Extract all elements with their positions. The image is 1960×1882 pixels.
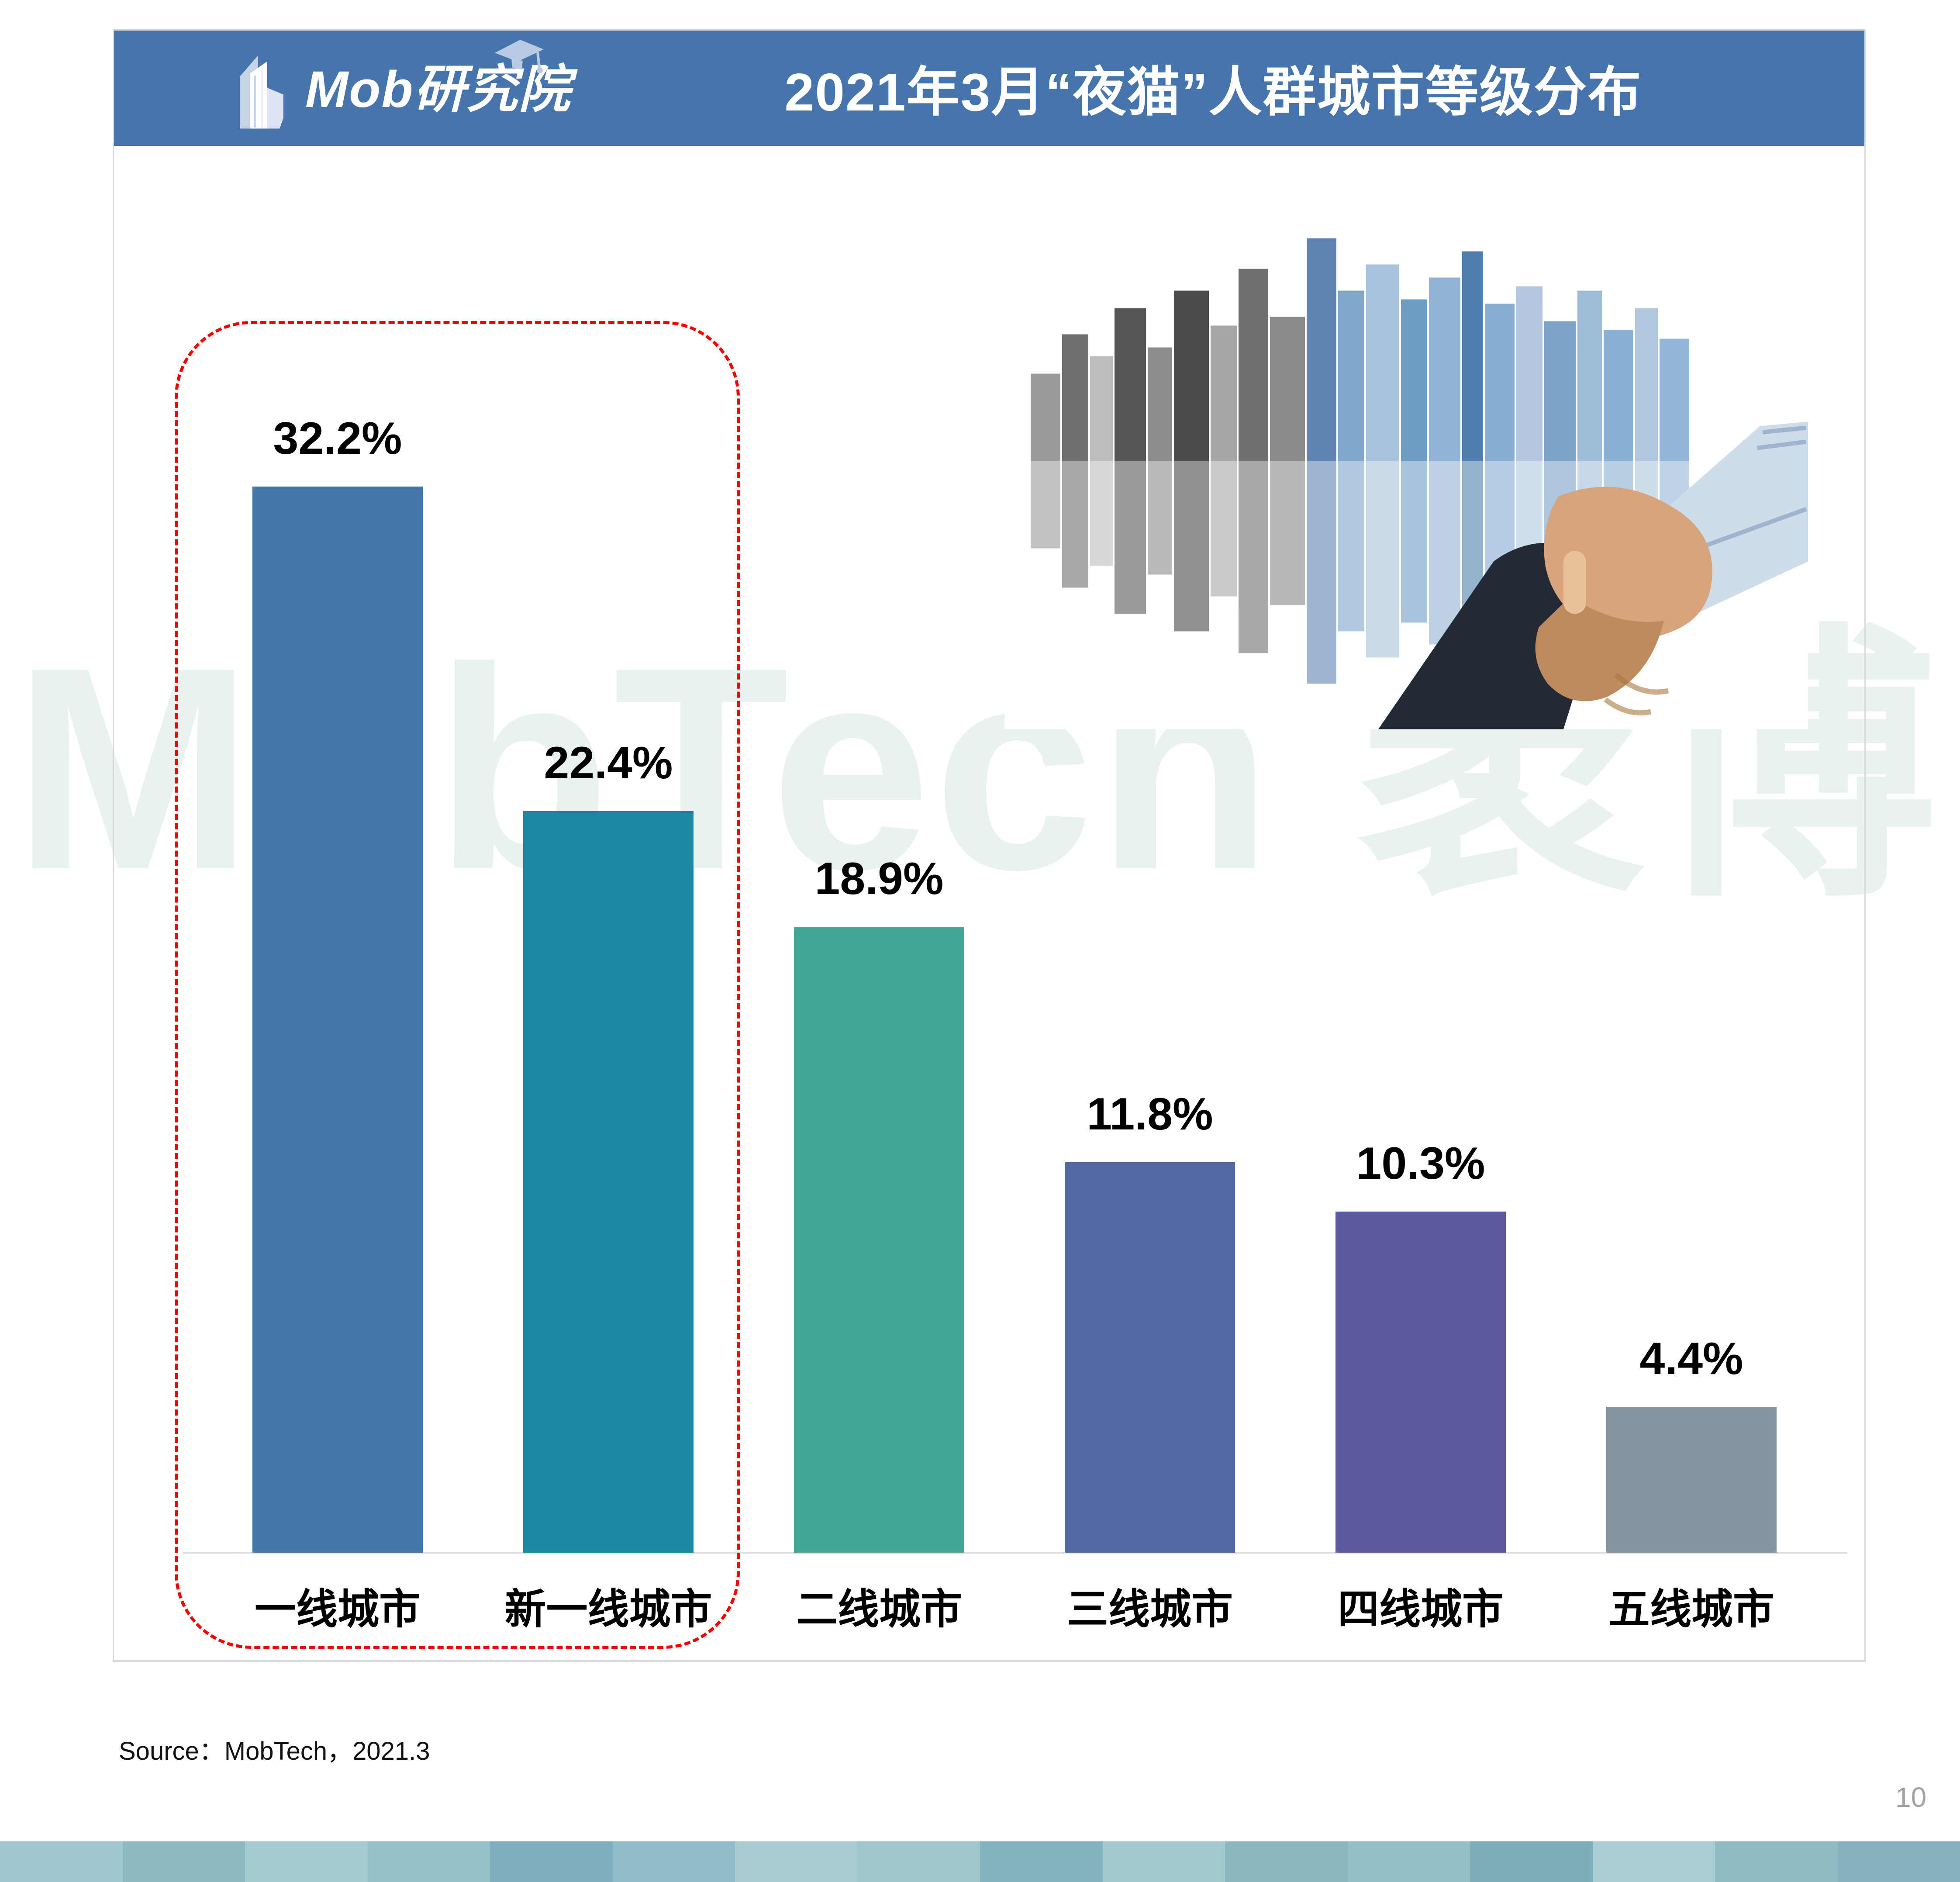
handshake xyxy=(1378,421,1808,729)
page-number: 10 xyxy=(1895,1782,1927,1813)
category-label-tier4: 四线城市 xyxy=(1337,1586,1504,1633)
footer-strip-segment xyxy=(1225,1841,1348,1882)
building-icon xyxy=(240,55,283,128)
bar-tier4 xyxy=(1335,1212,1506,1553)
footer-strip-segment xyxy=(122,1841,245,1882)
highlight-dashed-rect xyxy=(175,321,740,1649)
skyline-upper xyxy=(1031,238,1689,461)
slide-panel: Mob研究院 2021年3月“夜猫”人群城市等级分布 xyxy=(113,29,1866,1662)
bar-column-tier1: 32.2% xyxy=(252,29,423,1553)
bar-value-label: 22.4% xyxy=(544,738,673,788)
footer-strip-segment xyxy=(1347,1841,1470,1882)
bar-column-tier3: 11.8% xyxy=(1065,29,1235,1553)
footer-strip-segment xyxy=(1470,1841,1593,1882)
header-bar: Mob研究院 2021年3月“夜猫”人群城市等级分布 xyxy=(113,29,1866,146)
slide-title: 2021年3月“夜猫”人群城市等级分布 xyxy=(784,62,1642,122)
bar-column-tier2: 18.9% xyxy=(794,29,964,1553)
bar-column-new-tier1: 22.4% xyxy=(523,29,694,1553)
footer-strip-segment xyxy=(735,1841,858,1882)
footer-strip-segment xyxy=(1102,1841,1225,1882)
bar-value-label: 4.4% xyxy=(1639,1333,1743,1384)
bar-value-label: 10.3% xyxy=(1356,1138,1485,1189)
mob-research-logo: Mob研究院 xyxy=(235,40,571,138)
bar-tier3 xyxy=(1065,1162,1235,1553)
bar-tier2 xyxy=(794,927,964,1553)
x-axis-line xyxy=(183,1552,1847,1554)
bar-value-label: 18.9% xyxy=(814,853,944,904)
category-label-tier1: 一线城市 xyxy=(254,1586,421,1633)
bar-column-tier5: 4.4% xyxy=(1606,29,1777,1553)
bar-new-tier1 xyxy=(523,811,694,1553)
bar-value-label: 11.8% xyxy=(1087,1089,1213,1140)
category-label-tier5: 五线城市 xyxy=(1608,1586,1774,1633)
handshake-city-image xyxy=(1004,186,1808,729)
bar-tier1 xyxy=(252,487,423,1553)
bar-tier5 xyxy=(1606,1407,1777,1553)
category-label-tier3: 三线城市 xyxy=(1066,1586,1233,1633)
bar-chart: 32.2% 22.4% 18.9% 11.8% 10.3% 4.4% 一线城市 … xyxy=(113,29,1866,1662)
source-note: Source：MobTech，2021.3 xyxy=(119,1737,430,1765)
footer-strip-segment xyxy=(980,1841,1103,1882)
bar-column-tier4: 10.3% xyxy=(1335,29,1506,1553)
footer-strip-segment xyxy=(245,1841,368,1882)
footer-strip-segment xyxy=(1837,1841,1960,1882)
footer-strip-segment xyxy=(0,1841,123,1882)
footer-strip-segment xyxy=(857,1841,980,1882)
logo-brand-text: Mob研究院 xyxy=(305,61,571,118)
footer-strip-segment xyxy=(1592,1841,1715,1882)
footer-strip-segment xyxy=(490,1841,613,1882)
footer-strip-segment xyxy=(367,1841,490,1882)
graduation-cap-icon xyxy=(495,40,544,73)
bar-value-label: 32.2% xyxy=(273,413,402,464)
footer-strip-segment xyxy=(1715,1841,1838,1882)
footer-strip xyxy=(0,1841,1960,1882)
category-label-tier2: 二线城市 xyxy=(796,1586,962,1633)
footer-strip-segment xyxy=(612,1841,735,1882)
